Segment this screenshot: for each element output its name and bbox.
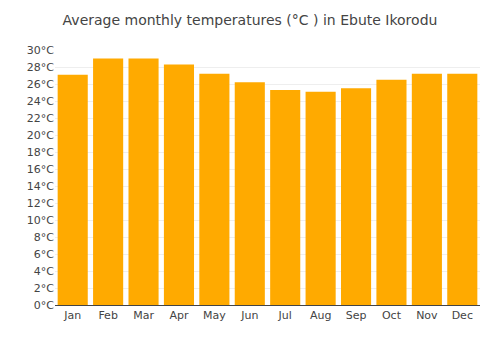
svg-text:8°C: 8°C [34, 231, 54, 244]
svg-text:Aug: Aug [310, 309, 331, 322]
svg-text:Feb: Feb [98, 309, 117, 322]
svg-text:Dec: Dec [452, 309, 473, 322]
svg-text:May: May [203, 309, 226, 322]
svg-text:18°C: 18°C [27, 146, 54, 159]
svg-text:14°C: 14°C [27, 180, 54, 193]
svg-text:Sep: Sep [346, 309, 367, 322]
svg-text:12°C: 12°C [27, 197, 54, 210]
svg-text:Mar: Mar [133, 309, 154, 322]
svg-text:2°C: 2°C [34, 282, 54, 295]
svg-text:26°C: 26°C [27, 78, 54, 91]
svg-text:0°C: 0°C [34, 299, 54, 312]
svg-text:16°C: 16°C [27, 163, 54, 176]
svg-text:Oct: Oct [382, 309, 402, 322]
svg-text:10°C: 10°C [27, 214, 54, 227]
svg-text:Jul: Jul [278, 309, 292, 322]
svg-text:24°C: 24°C [27, 95, 54, 108]
svg-text:30°C: 30°C [27, 44, 54, 57]
svg-text:22°C: 22°C [27, 112, 54, 125]
svg-text:20°C: 20°C [27, 129, 54, 142]
svg-text:6°C: 6°C [34, 248, 54, 261]
svg-text:28°C: 28°C [27, 61, 54, 74]
svg-text:Average monthly temperatures (: Average monthly temperatures (°C ) in Eb… [63, 12, 438, 28]
svg-text:Nov: Nov [416, 309, 438, 322]
svg-text:Jun: Jun [240, 309, 258, 322]
svg-text:4°C: 4°C [34, 265, 54, 278]
svg-text:Jan: Jan [63, 309, 81, 322]
svg-text:Apr: Apr [169, 309, 189, 322]
